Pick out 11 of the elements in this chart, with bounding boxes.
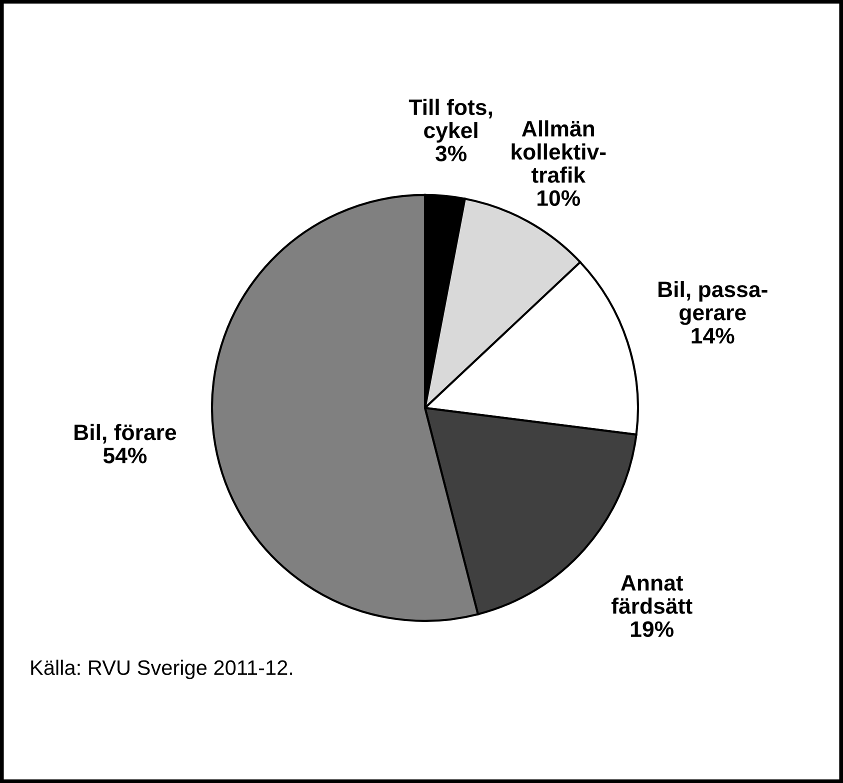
slice-label: Annat färdsätt: [611, 575, 692, 614]
data-label: 19%: [631, 621, 674, 638]
data-label: 14%: [692, 328, 734, 344]
data-label: 3%: [436, 146, 467, 162]
slice-label: Bil, förare: [74, 424, 176, 444]
slice-label: Allmän kollektiv- trafik: [512, 120, 606, 183]
text: Källa: RVU Sverige 2011-12.: [31, 660, 292, 680]
slice-label: Till fots, cykel: [408, 98, 492, 143]
slice-label: Bil, passa- gerare: [658, 280, 768, 325]
data-label: 54%: [103, 448, 147, 464]
data-label: 10%: [538, 190, 580, 206]
